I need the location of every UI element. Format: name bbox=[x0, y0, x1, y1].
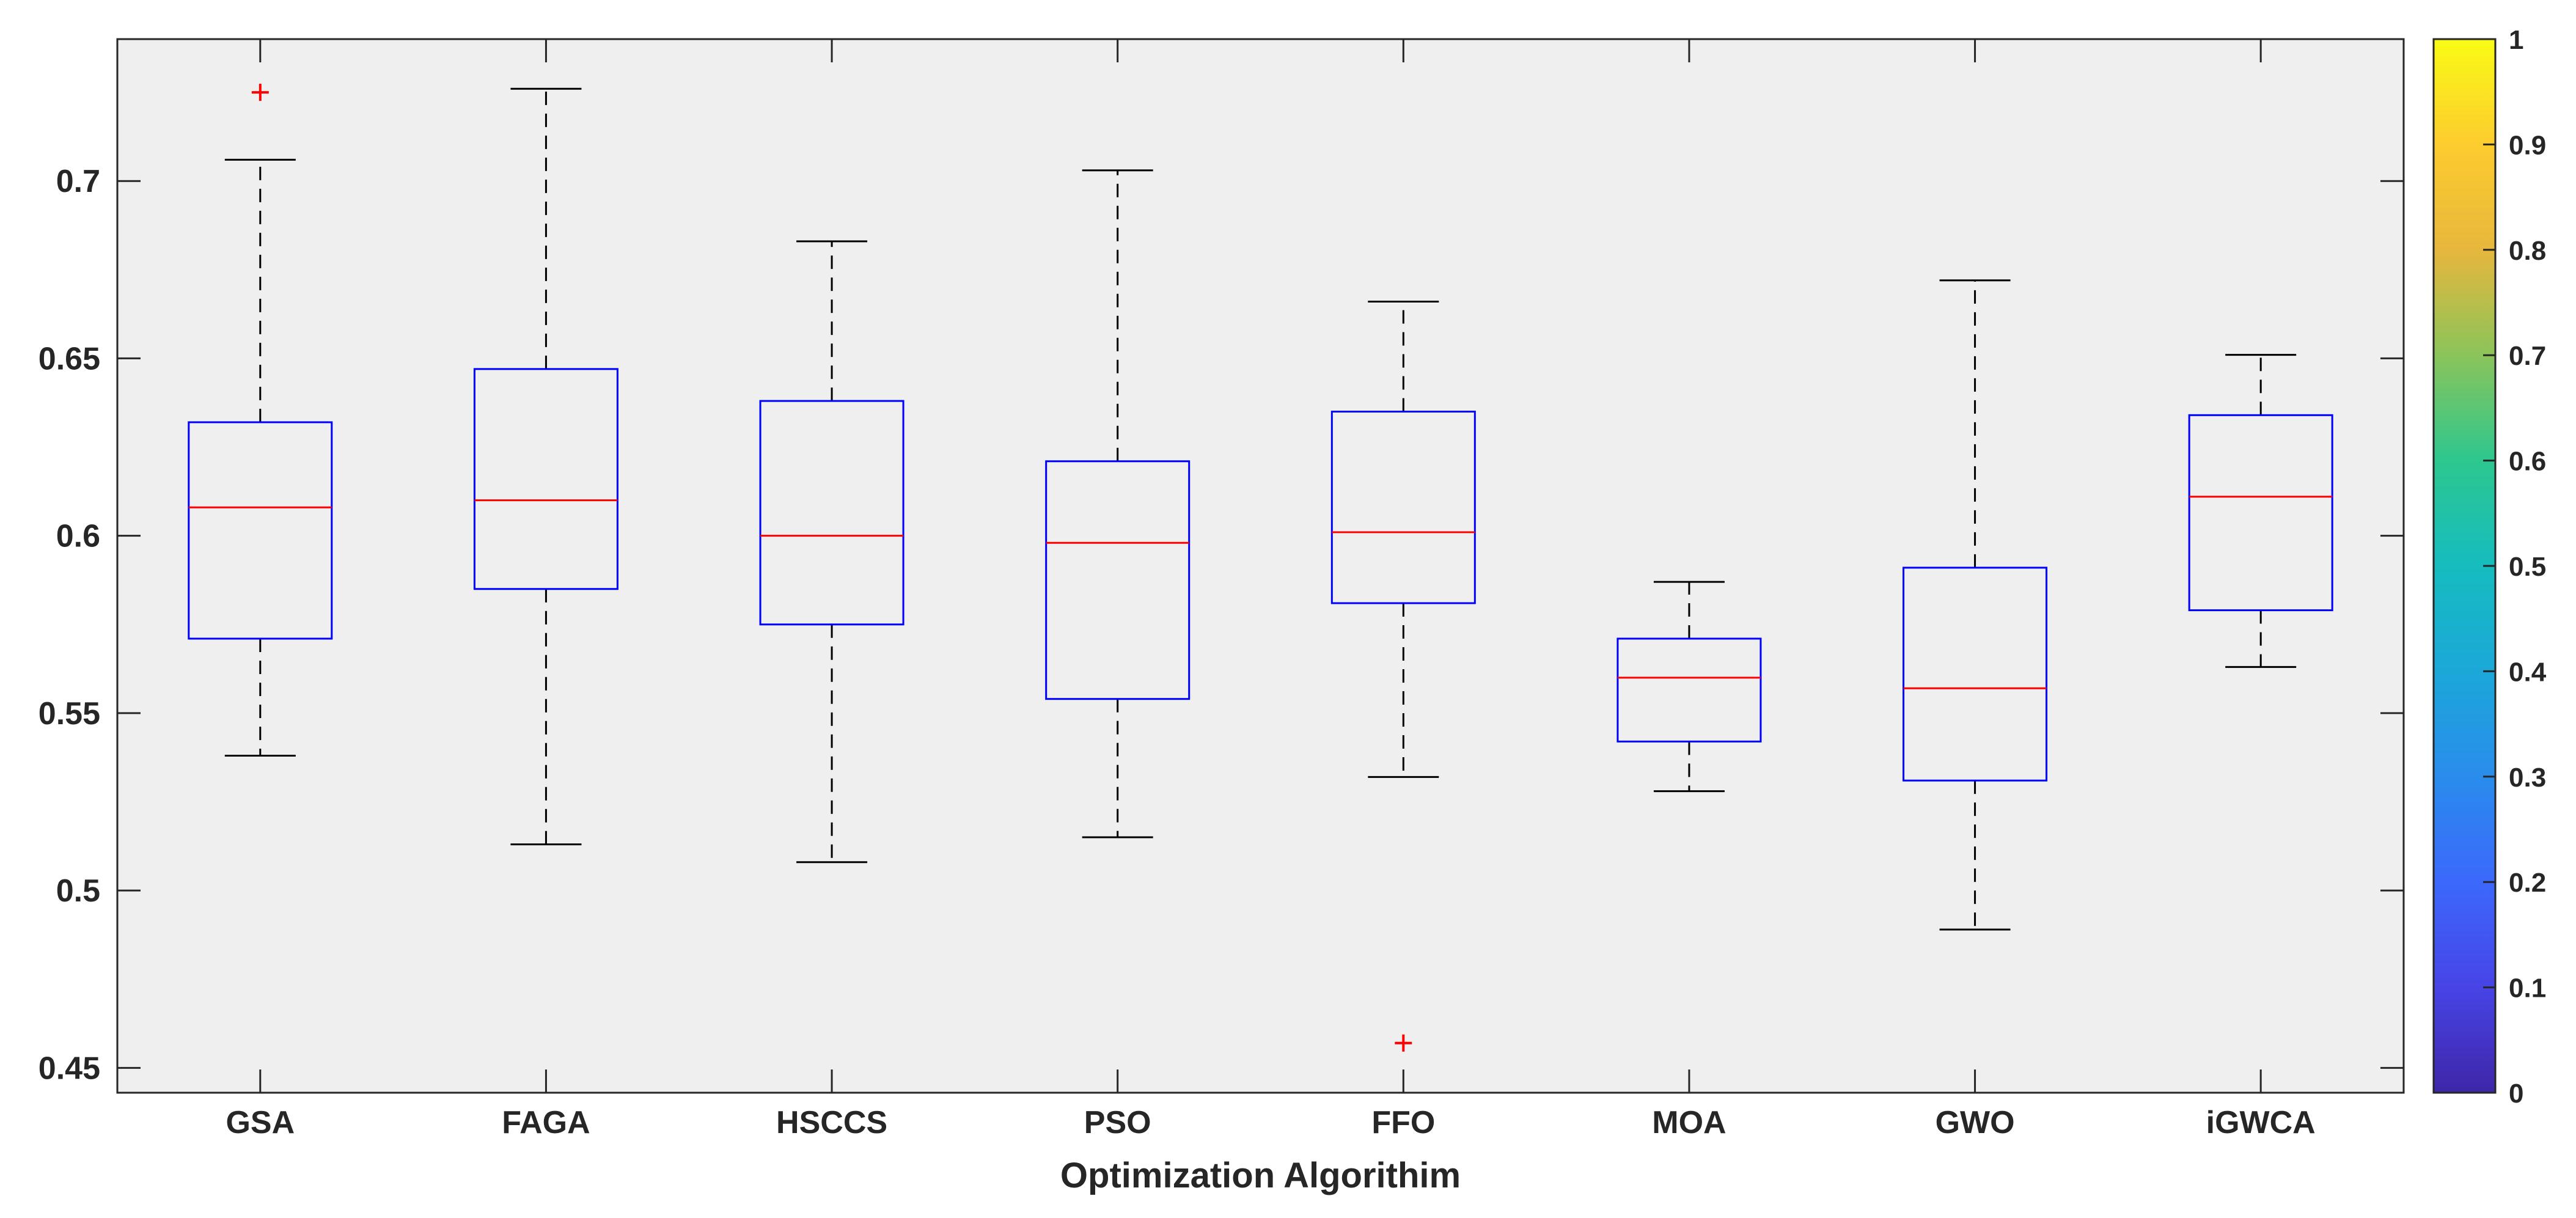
outlier-marker bbox=[1395, 1034, 1412, 1052]
x-tick-label-gsa: GSA bbox=[226, 1105, 295, 1140]
colorbar-tick-label: 0.2 bbox=[2509, 868, 2546, 898]
colorbar-tick-label: 0.5 bbox=[2509, 552, 2546, 582]
box-ffo bbox=[1330, 301, 1476, 1052]
box-iqr bbox=[1903, 567, 2048, 782]
box-series bbox=[188, 84, 2333, 1052]
x-tick-label-pso: PSO bbox=[1084, 1105, 1151, 1140]
colorbar-tick-label: 0 bbox=[2509, 1079, 2523, 1109]
box-faga bbox=[473, 87, 618, 846]
box-gsa bbox=[188, 84, 333, 757]
colorbar-tick-label: 0.1 bbox=[2509, 974, 2546, 1003]
y-tick-label: 0.7 bbox=[56, 164, 100, 199]
y-tick-label: 0.65 bbox=[39, 341, 100, 376]
x-tick-label-moa: MOA bbox=[1652, 1105, 1726, 1140]
y-tick-label: 0.45 bbox=[39, 1051, 100, 1086]
box-iqr bbox=[759, 400, 905, 626]
x-tick-label-gwo: GWO bbox=[1936, 1105, 2015, 1140]
colorbar-tick-label: 0.4 bbox=[2509, 657, 2547, 687]
box-iqr bbox=[1045, 460, 1191, 700]
colorbar-tick-label: 1 bbox=[2509, 25, 2523, 55]
box-iqr bbox=[188, 421, 333, 640]
y-tick-label: 0.6 bbox=[56, 519, 100, 554]
box-iqr bbox=[1330, 410, 1476, 604]
axes-frame bbox=[116, 38, 2405, 1094]
colorbar-tick-label: 0.9 bbox=[2509, 130, 2546, 160]
x-tick-label-faga: FAGA bbox=[502, 1105, 590, 1140]
y-tick-label: 0.5 bbox=[56, 873, 100, 909]
x-axis-title: Optimization Algorithim bbox=[1060, 1156, 1461, 1195]
x-tick-label-ffo: FFO bbox=[1371, 1105, 1435, 1140]
box-pso bbox=[1045, 169, 1191, 838]
colorbar-tick-label: 0.8 bbox=[2509, 236, 2546, 266]
outlier-marker bbox=[251, 84, 269, 101]
colorbar-tick-label: 0.6 bbox=[2509, 447, 2546, 477]
box-igwca bbox=[2188, 354, 2333, 668]
plot-background bbox=[117, 39, 2404, 1093]
x-tick-label-hsccs: HSCCS bbox=[776, 1105, 887, 1140]
box-moa bbox=[1616, 581, 1762, 793]
x-tick-label-igwca: iGWCA bbox=[2206, 1105, 2316, 1140]
y-tick-label: 0.55 bbox=[39, 696, 100, 732]
box-gwo bbox=[1903, 279, 2048, 931]
box-iqr bbox=[473, 368, 618, 590]
colorbar: 0 0.1 0.2 0.3 0.4 0.5 0.6 0.7 0.8 0.9 1 bbox=[2432, 25, 2547, 1109]
colorbar-tick-label: 0.3 bbox=[2509, 763, 2546, 793]
box-hsccs bbox=[759, 240, 905, 864]
box-iqr bbox=[1616, 637, 1762, 743]
colorbar-tick-label: 0.7 bbox=[2509, 341, 2546, 371]
axes: 0.45 0.5 0.55 0.6 0.65 0.7 GSA FAGA HSCCS PSO FFO M… bbox=[39, 38, 2405, 1140]
plot-area bbox=[117, 39, 2404, 1093]
box-iqr bbox=[2188, 414, 2333, 612]
